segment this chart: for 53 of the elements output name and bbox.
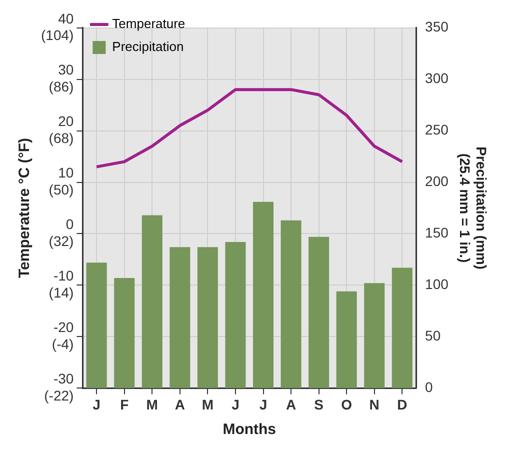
y3-tick-label: (68) bbox=[48, 130, 74, 146]
y3-tick-label: (86) bbox=[48, 78, 74, 95]
bar bbox=[253, 202, 274, 388]
legend-label: Temperature bbox=[112, 16, 186, 32]
bar bbox=[364, 283, 385, 388]
x-tick-label: M bbox=[202, 396, 214, 412]
y-axis-title: Temperature °C (°F) bbox=[16, 138, 34, 278]
y-tick-label: -10 bbox=[53, 268, 74, 284]
bar bbox=[308, 236, 330, 388]
y2-axis-title: Precipitation (mm) (25.4 mm = 1 in.) bbox=[456, 146, 490, 270]
x-tick-label: S bbox=[314, 396, 324, 412]
y2-tick-label: 150 bbox=[425, 224, 449, 241]
bar bbox=[142, 215, 162, 388]
y2-tick-label: 350 bbox=[425, 18, 449, 35]
x-tick-label: A bbox=[286, 396, 296, 412]
x-tick-label: O bbox=[341, 396, 352, 412]
x-tick-label: D bbox=[397, 396, 408, 412]
y2-tick-label: 100 bbox=[425, 276, 449, 292]
bar bbox=[170, 247, 190, 388]
x-tick-label: J bbox=[92, 396, 100, 412]
y-tick-label: 40 bbox=[58, 10, 74, 26]
y2-tick-label: 250 bbox=[425, 122, 449, 138]
bar bbox=[225, 242, 246, 388]
y2-tick-label: 0 bbox=[425, 379, 434, 396]
x-tick-label: J bbox=[232, 396, 240, 412]
x-tick-label: J bbox=[259, 396, 268, 412]
bar bbox=[336, 291, 357, 388]
legend-label: Precipitation bbox=[112, 39, 184, 54]
y2-tick-label: 50 bbox=[425, 328, 441, 344]
x-tick-label: M bbox=[146, 396, 158, 412]
bar bbox=[392, 268, 412, 388]
bar bbox=[114, 278, 135, 388]
y-tick-label: 20 bbox=[58, 113, 74, 130]
y-tick-label: 10 bbox=[58, 164, 74, 181]
y3-tick-label: (104) bbox=[40, 27, 74, 44]
y3-tick-label: (-22) bbox=[44, 387, 74, 404]
y-tick-label: -30 bbox=[53, 370, 74, 387]
x-tick-label: A bbox=[174, 396, 185, 412]
y2-tick-label: 300 bbox=[425, 70, 449, 86]
y2-tick-label: 200 bbox=[425, 173, 449, 190]
bar bbox=[86, 262, 107, 388]
x-axis-title: Months bbox=[222, 421, 276, 438]
y3-tick-label: (50) bbox=[48, 182, 74, 198]
x-tick-label: N bbox=[369, 396, 380, 412]
y3-tick-label: (-4) bbox=[52, 336, 74, 352]
y3-tick-label: (14) bbox=[48, 284, 74, 300]
y-tick-label: -20 bbox=[53, 319, 74, 336]
x-tick-label: F bbox=[120, 396, 130, 412]
y-tick-label: 0 bbox=[66, 216, 74, 232]
y-tick-label: 30 bbox=[58, 62, 74, 78]
bar bbox=[280, 220, 302, 388]
bar bbox=[197, 247, 218, 388]
y3-tick-label: (32) bbox=[48, 233, 74, 249]
